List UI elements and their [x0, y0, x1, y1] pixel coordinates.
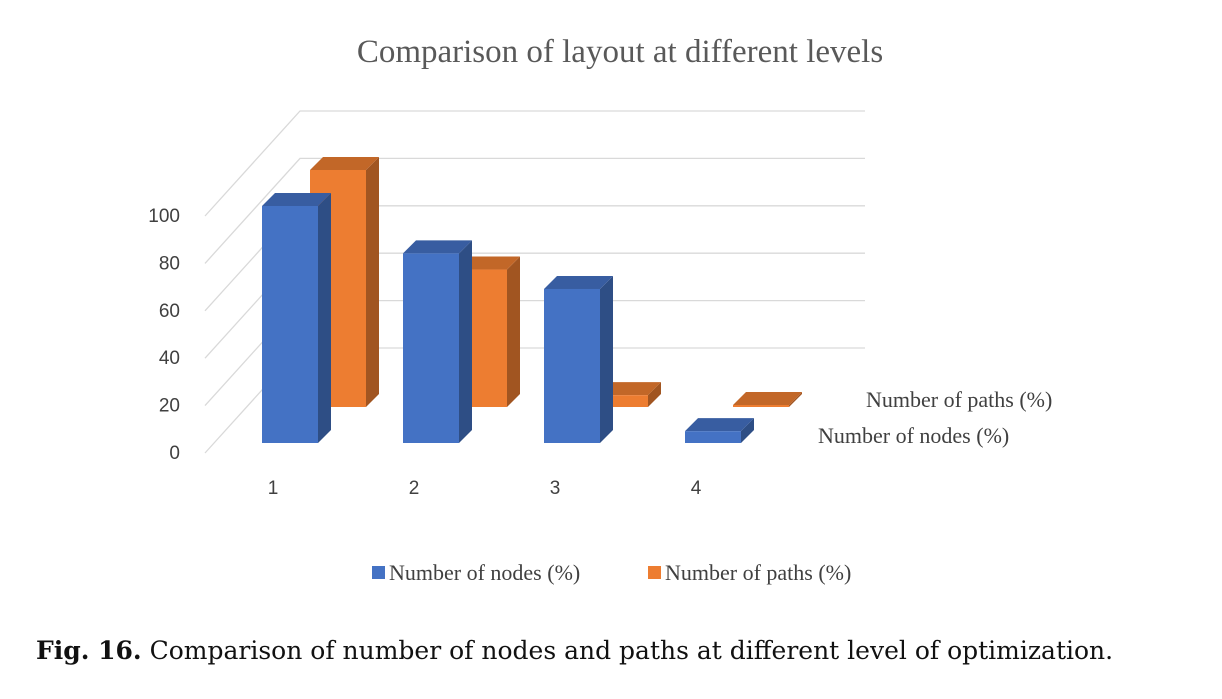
caption-label: Fig. 16. — [36, 636, 142, 665]
gridline — [204, 110, 865, 217]
y-tick-label: 40 — [159, 348, 180, 369]
series-axis-labels: Number of nodes (%) Number of paths (%) — [818, 387, 1052, 448]
legend-item: Number of paths (%) — [648, 560, 851, 585]
legend-swatch — [372, 566, 385, 579]
bar — [685, 418, 754, 443]
legend-label: Number of nodes (%) — [389, 560, 580, 585]
y-tick-label: 20 — [159, 396, 180, 417]
caption-text: Comparison of number of nodes and paths … — [149, 636, 1114, 665]
figure-caption: Fig. 16. Comparison of number of nodes a… — [36, 636, 1216, 665]
legend: Number of nodes (%) Number of paths (%) — [372, 560, 851, 585]
bar — [544, 275, 613, 443]
legend-label: Number of paths (%) — [665, 560, 851, 585]
bar — [262, 193, 331, 443]
chart-title: Comparison of layout at different levels — [357, 34, 883, 70]
x-tick-label: 3 — [550, 478, 561, 499]
x-tick-label: 2 — [409, 478, 420, 499]
x-tick-label: 4 — [691, 478, 702, 499]
y-tick-label: 60 — [159, 301, 180, 322]
x-axis-ticks: 1 2 3 4 — [268, 478, 702, 499]
x-tick-label: 1 — [268, 478, 279, 499]
y-tick-label: 0 — [169, 443, 180, 464]
y-tick-label: 80 — [159, 253, 180, 274]
y-axis-ticks: 0 20 40 60 80 100 — [148, 206, 180, 464]
legend-swatch — [648, 566, 661, 579]
series-axis-label: Number of nodes (%) — [818, 423, 1009, 448]
bar — [403, 240, 472, 443]
gridline — [204, 157, 865, 264]
series-axis-label: Number of paths (%) — [866, 387, 1052, 412]
y-tick-label: 100 — [148, 206, 180, 227]
bars — [262, 157, 802, 443]
bar — [733, 392, 802, 407]
legend-item: Number of nodes (%) — [372, 560, 580, 585]
